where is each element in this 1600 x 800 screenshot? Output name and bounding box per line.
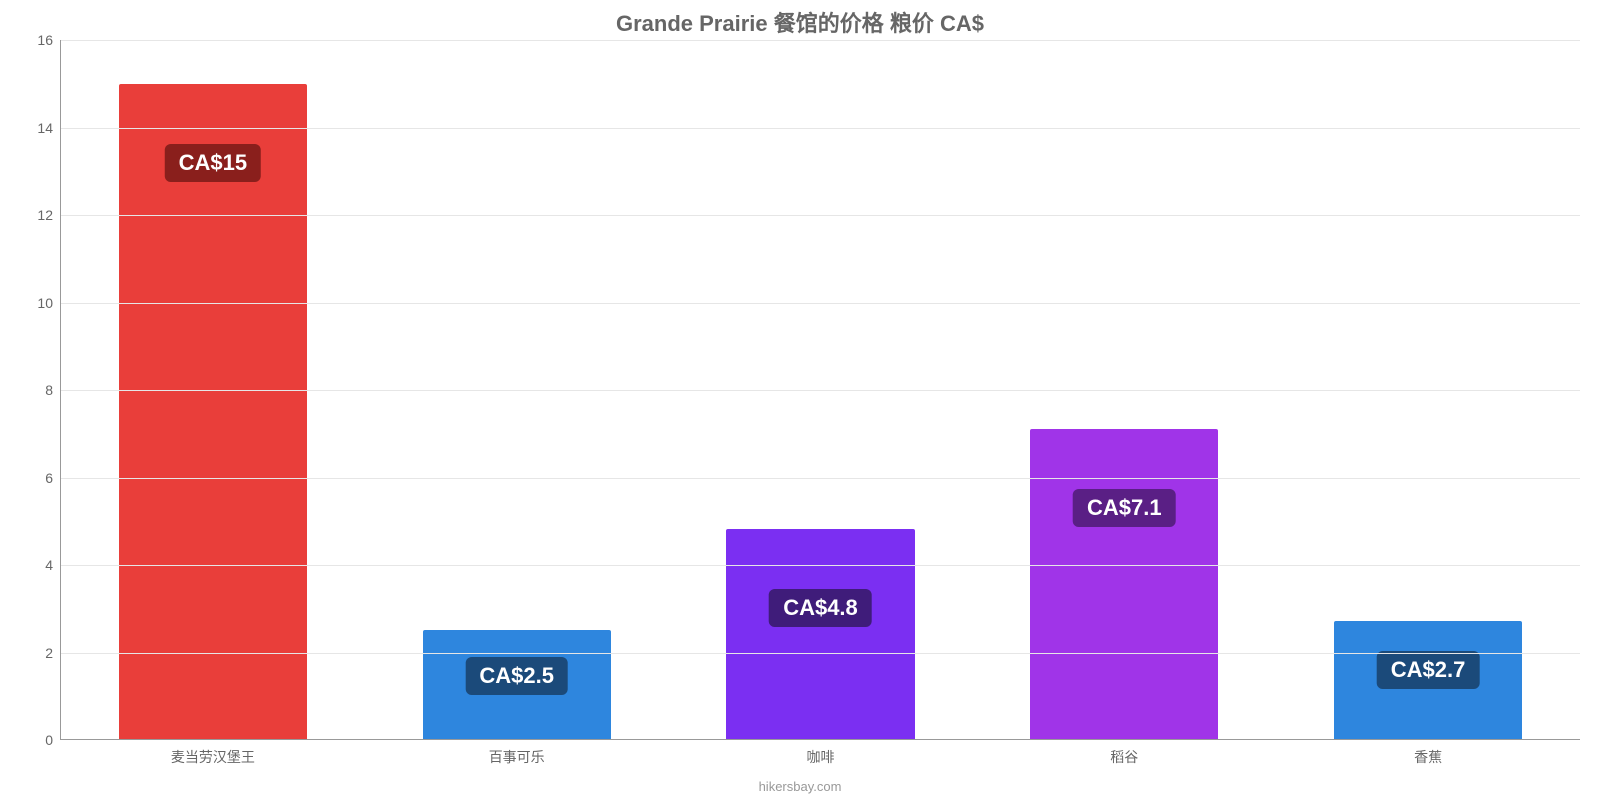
bar: CA$15 — [119, 84, 307, 739]
bar: CA$4.8 — [726, 529, 914, 739]
gridline — [61, 390, 1580, 391]
bar-value-badge: CA$2.7 — [1377, 651, 1480, 689]
gridline — [61, 303, 1580, 304]
bar-value-badge: CA$2.5 — [465, 657, 568, 695]
ytick-label: 14 — [37, 120, 53, 136]
ytick-label: 16 — [37, 32, 53, 48]
xtick-label: 香蕉 — [1414, 747, 1442, 767]
xtick-label: 咖啡 — [806, 747, 834, 767]
ytick-label: 10 — [37, 295, 53, 311]
xtick-label: 百事可乐 — [489, 747, 545, 767]
bar: CA$2.5 — [423, 630, 611, 739]
ytick-label: 0 — [45, 732, 53, 748]
bar-value-badge: CA$15 — [165, 144, 261, 182]
bar-value-badge: CA$7.1 — [1073, 489, 1176, 527]
gridline — [61, 215, 1580, 216]
ytick-label: 8 — [45, 382, 53, 398]
gridline — [61, 128, 1580, 129]
ytick-label: 12 — [37, 207, 53, 223]
gridline — [61, 740, 1580, 741]
gridline — [61, 565, 1580, 566]
ytick-label: 4 — [45, 557, 53, 573]
xtick-label: 稻谷 — [1110, 747, 1138, 767]
plot-area: CA$15麦当劳汉堡王CA$2.5百事可乐CA$4.8咖啡CA$7.1稻谷CA$… — [60, 40, 1580, 740]
gridline — [61, 653, 1580, 654]
attribution: hikersbay.com — [0, 779, 1600, 794]
chart-title: Grande Prairie 餐馆的价格 粮价 CA$ — [0, 0, 1600, 42]
bar-value-badge: CA$4.8 — [769, 589, 872, 627]
xtick-label: 麦当劳汉堡王 — [171, 747, 255, 767]
bar: CA$2.7 — [1334, 621, 1522, 739]
gridline — [61, 40, 1580, 41]
gridline — [61, 478, 1580, 479]
bar: CA$7.1 — [1030, 429, 1218, 739]
ytick-label: 6 — [45, 470, 53, 486]
ytick-label: 2 — [45, 645, 53, 661]
